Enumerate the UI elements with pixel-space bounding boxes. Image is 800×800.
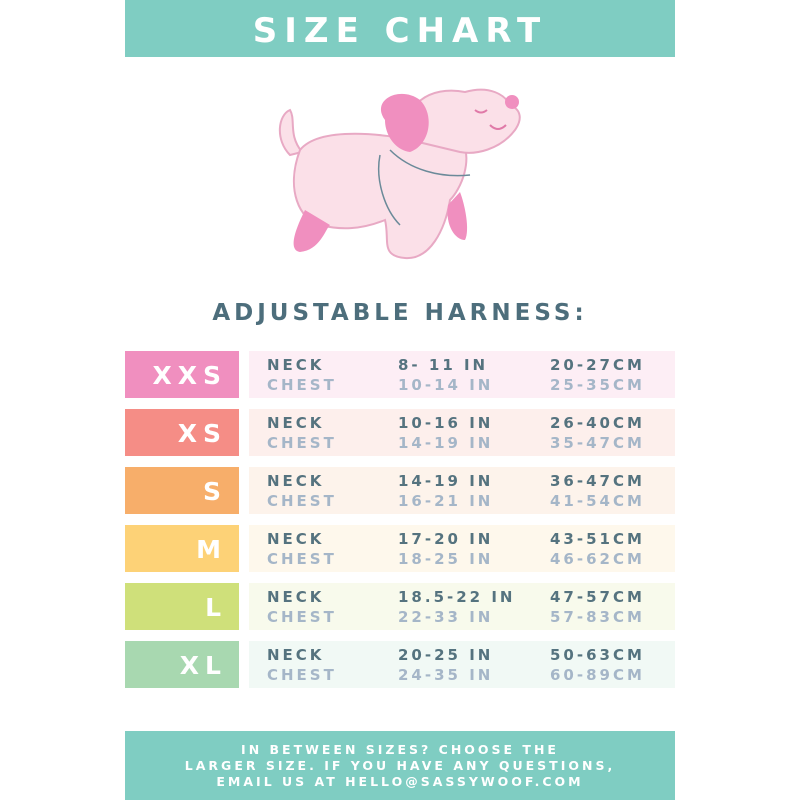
size-row-s: S NECK 14-19 IN 36-47CM CHEST 16-21 IN 4… (125, 467, 675, 514)
size-measurements: NECK 20-25 IN 50-63CM CHEST 24-35 IN 60-… (249, 641, 675, 688)
chest-cm: 57-83CM (550, 608, 645, 626)
size-measurements: NECK 14-19 IN 36-47CM CHEST 16-21 IN 41-… (249, 467, 675, 514)
neck-label: NECK (267, 414, 325, 432)
chest-label: CHEST (267, 376, 337, 394)
chest-cm: 41-54CM (550, 492, 645, 510)
neck-cm: 47-57CM (550, 588, 645, 606)
chest-cm: 46-62CM (550, 550, 645, 568)
chest-inches: 22-33 IN (398, 608, 494, 626)
neck-inches: 18.5-22 IN (398, 588, 516, 606)
size-measurements: NECK 10-16 IN 26-40CM CHEST 14-19 IN 35-… (249, 409, 675, 456)
size-row-xxs: XXS NECK 8- 11 IN 20-27CM CHEST 10-14 IN… (125, 351, 675, 398)
neck-label: NECK (267, 356, 325, 374)
neck-label: NECK (267, 530, 325, 548)
neck-label: NECK (267, 472, 325, 490)
chest-inches: 24-35 IN (398, 666, 494, 684)
title-text: SIZE CHART (252, 11, 548, 51)
size-row-m: M NECK 17-20 IN 43-51CM CHEST 18-25 IN 4… (125, 525, 675, 572)
chest-label: CHEST (267, 492, 337, 510)
neck-label: NECK (267, 588, 325, 606)
chest-cm: 25-35CM (550, 376, 645, 394)
size-measurements: NECK 17-20 IN 43-51CM CHEST 18-25 IN 46-… (249, 525, 675, 572)
neck-inches: 17-20 IN (398, 530, 494, 548)
footer-line: EMAIL US AT HELLO@SASSYWOOF.COM (216, 774, 584, 789)
chest-label: CHEST (267, 434, 337, 452)
size-measurements: NECK 8- 11 IN 20-27CM CHEST 10-14 IN 25-… (249, 351, 675, 398)
neck-cm: 36-47CM (550, 472, 645, 490)
neck-cm: 50-63CM (550, 646, 645, 664)
chest-label: CHEST (267, 608, 337, 626)
footer-note: IN BETWEEN SIZES? CHOOSE THE LARGER SIZE… (125, 731, 675, 800)
neck-inches: 14-19 IN (398, 472, 494, 490)
neck-cm: 20-27CM (550, 356, 645, 374)
chest-inches: 14-19 IN (398, 434, 494, 452)
chest-label: CHEST (267, 666, 337, 684)
neck-inches: 8- 11 IN (398, 356, 489, 374)
neck-inches: 10-16 IN (398, 414, 494, 432)
chest-cm: 35-47CM (550, 434, 645, 452)
size-row-xs: XS NECK 10-16 IN 26-40CM CHEST 14-19 IN … (125, 409, 675, 456)
size-measurements: NECK 18.5-22 IN 47-57CM CHEST 22-33 IN 5… (249, 583, 675, 630)
size-label: M (125, 525, 239, 572)
chest-cm: 60-89CM (550, 666, 645, 684)
chest-inches: 16-21 IN (398, 492, 494, 510)
size-row-xl: XL NECK 20-25 IN 50-63CM CHEST 24-35 IN … (125, 641, 675, 688)
chest-label: CHEST (267, 550, 337, 568)
size-label: XL (125, 641, 239, 688)
size-label: S (125, 467, 239, 514)
neck-label: NECK (267, 646, 325, 664)
neck-cm: 43-51CM (550, 530, 645, 548)
size-row-l: L NECK 18.5-22 IN 47-57CM CHEST 22-33 IN… (125, 583, 675, 630)
size-label: L (125, 583, 239, 630)
size-label: XS (125, 409, 239, 456)
footer-line: IN BETWEEN SIZES? CHOOSE THE (241, 742, 559, 757)
page-title: SIZE CHART (125, 0, 675, 57)
dog-illustration (278, 88, 521, 260)
chest-inches: 10-14 IN (398, 376, 494, 394)
neck-inches: 20-25 IN (398, 646, 494, 664)
size-label: XXS (125, 351, 239, 398)
footer-line: LARGER SIZE. IF YOU HAVE ANY QUESTIONS, (184, 758, 616, 773)
chest-inches: 18-25 IN (398, 550, 494, 568)
harness-subtitle: ADJUSTABLE HARNESS: (212, 300, 588, 326)
neck-cm: 26-40CM (550, 414, 645, 432)
